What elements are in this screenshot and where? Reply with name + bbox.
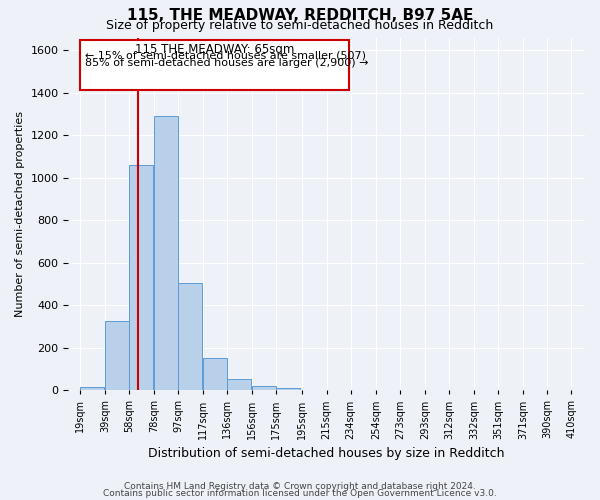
Bar xyxy=(253,386,277,390)
Text: 85% of semi-detached houses are larger (2,900) →: 85% of semi-detached houses are larger (… xyxy=(85,58,368,68)
Bar xyxy=(80,387,104,390)
Text: 115 THE MEADWAY: 65sqm: 115 THE MEADWAY: 65sqm xyxy=(135,44,294,57)
Text: Contains public sector information licensed under the Open Government Licence v3: Contains public sector information licen… xyxy=(103,488,497,498)
Text: Contains HM Land Registry data © Crown copyright and database right 2024.: Contains HM Land Registry data © Crown c… xyxy=(124,482,476,491)
Bar xyxy=(203,358,227,390)
Bar xyxy=(105,321,129,390)
Bar xyxy=(178,283,202,391)
FancyBboxPatch shape xyxy=(80,40,349,90)
Bar xyxy=(227,379,251,390)
Text: 115, THE MEADWAY, REDDITCH, B97 5AE: 115, THE MEADWAY, REDDITCH, B97 5AE xyxy=(127,8,473,22)
Bar xyxy=(154,116,178,390)
Bar xyxy=(129,165,153,390)
Text: ← 15% of semi-detached houses are smaller (507): ← 15% of semi-detached houses are smalle… xyxy=(85,50,366,60)
Bar xyxy=(277,388,300,390)
X-axis label: Distribution of semi-detached houses by size in Redditch: Distribution of semi-detached houses by … xyxy=(148,447,505,460)
Text: Size of property relative to semi-detached houses in Redditch: Size of property relative to semi-detach… xyxy=(106,18,494,32)
Y-axis label: Number of semi-detached properties: Number of semi-detached properties xyxy=(15,111,25,317)
